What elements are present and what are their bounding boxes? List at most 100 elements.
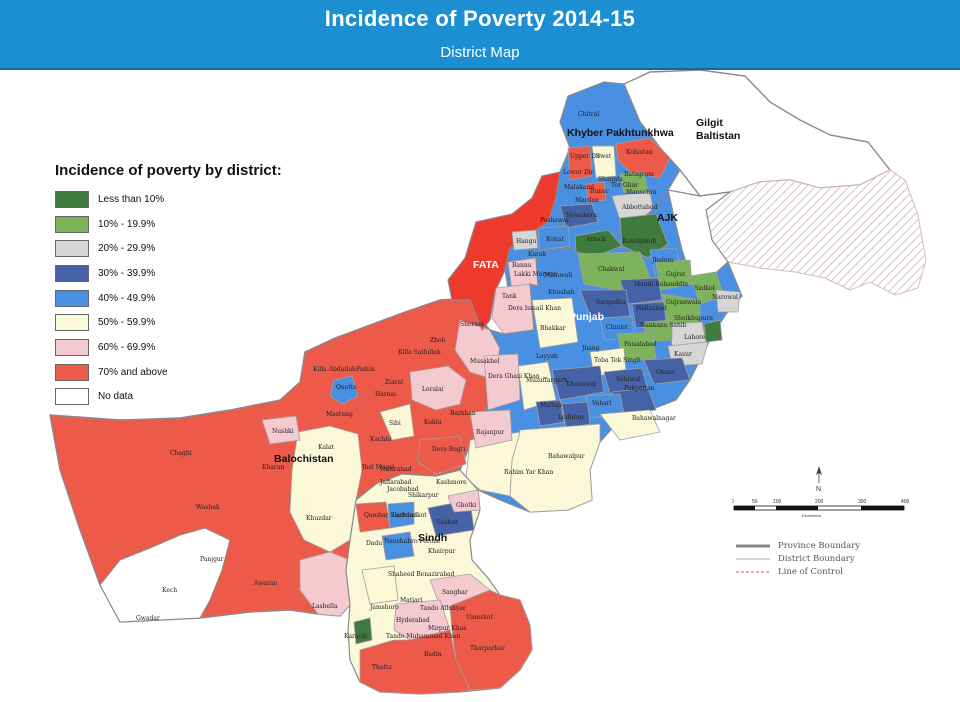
label-sargodha: Sargodha [596,299,626,306]
region-lahore [703,319,723,343]
legend-swatch [55,289,89,307]
region-bhakkar [531,297,579,349]
label-gilgit: Gilgit [696,117,723,129]
key-province-label: Province Boundary [778,540,861,551]
label-karachi: Karachi [344,633,368,640]
label-toba-tek-singh: Toba Tek Singh [594,357,641,364]
north-arrow-icon: N [816,466,822,493]
label-punjab: Punjab [569,311,604,323]
label-chitral: Chitral [578,111,599,118]
label-kohistan: Kohistan [626,149,653,156]
label-chaghi: Chaghi [170,450,192,457]
label-loralai: Loralai [422,386,444,393]
label-lower-dir: Lower Dir [563,169,594,176]
scale-tick-label: 300 [858,499,867,505]
legend-item: 60% - 69.9% [55,335,282,360]
label-killa-abdullah: Killa Abdullah [313,366,356,373]
region-lasbella [299,551,351,617]
boundary-key: Province Boundary District Boundary Line… [736,539,860,578]
label-kech: Kech [162,587,177,594]
legend-label: 50% - 59.9% [98,317,156,329]
label-dera-ghazi-khan: Dera Ghazi Khan [488,373,540,380]
label-narowal: Narowal [712,294,738,301]
label-badin: Badin [424,651,442,658]
label-mastung: Mastung [326,411,353,418]
label-upper-dir: Upper Dir [570,153,601,160]
label-khanewal: Khanewal [566,381,596,388]
label-jhang: Jhang [581,345,600,352]
label-bhakkar: Bhakkar [540,325,566,332]
key-loc-label: Line of Control [778,566,843,577]
label-karak: Karak [528,251,547,258]
label-naushahro-feroze: Naushahro Feroze [384,538,440,545]
legend-swatch [55,388,89,406]
legend-swatch [55,215,89,233]
label-jhelum: Jhelum [651,257,674,264]
label-layyah: Layyah [536,353,558,360]
scale-ticks: 0 50 100 200 300 400 [732,499,910,505]
district-boundary-line-icon [736,558,770,559]
region-okara [643,357,691,385]
legend-label: 10% - 19.9% [98,218,156,230]
legend-swatch [55,264,89,282]
label-malakand: Malakand [564,184,594,191]
label-bahawalnagar: Bahawalnagar [632,415,676,422]
label-swat: Swat [596,153,612,160]
label-hafizabad: Hafizabad [636,305,667,312]
label-khuzdar: Khuzdar [306,515,332,522]
legend-label: 30% - 39.9% [98,267,156,279]
label-shaheed-benazirabad: Shaheed Benazirabad [388,571,455,578]
legend-label: 60% - 69.9% [98,341,156,353]
region-hangu [511,229,539,251]
region-nushki [261,415,301,445]
legend-swatch [55,363,89,381]
label-larkana: Larkana [392,512,418,519]
map-subtitle: District Map [440,44,520,61]
region-upper-dir [567,145,593,181]
key-district-label: District Boundary [778,553,855,564]
label-rawalpindi: Rawalpindi [622,238,656,245]
pakistan-district-map: Khyber Pakhtunkhwa Gilgit Baltistan AJK … [49,70,927,695]
label-gwadar: Gwadar [136,615,160,622]
label-sindh: Sindh [418,532,447,544]
legend-items: Less than 10% 10% - 19.9% 20% - 29.9% 30% -… [55,187,282,409]
label-lasbella: Lasbella [312,603,338,610]
region-sibi [379,403,415,441]
region-jamshoro [361,565,399,605]
label-quetta: Quetta [336,384,357,391]
region-buner [585,181,607,203]
label-dadu: Dadu [366,540,382,547]
label-balochistan: Balochistan [274,453,334,465]
label-hyderabad: Hyderabad [396,617,430,624]
legend-item: 70% and above [55,360,282,385]
label-tando-allahyar: Tando Allahyar [420,605,466,612]
label-khyber-pakhtunkhwa: Khyber Pakhtunkhwa [567,127,674,139]
label-ziarat: Ziarat [385,379,404,386]
label-faisalabad: Faisalabad [624,341,657,348]
label-lakki-marwat: Lakki Marwat [514,271,557,278]
label-rajanpur: Rajanpur [476,429,504,436]
label-sukkur: Sukkur [436,519,458,526]
map-title: Incidence of Poverty 2014-15 [324,6,636,31]
label-matiari: Matiari [400,597,422,604]
region-disputed-hatched [705,169,927,296]
legend-label: No data [98,391,134,403]
label-gujrat: Gujrat [666,271,686,278]
legend-swatch [55,338,89,356]
label-shikarpur: Shikarpur [408,492,439,499]
label-tharparkar: Tharparkar [470,645,505,652]
label-pakpattan: Pakpattan [624,385,655,392]
label-shangla: Shangla [598,176,623,183]
legend-label: 40% - 49.9% [98,292,156,304]
label-okara: Okara [656,369,675,376]
label-killa-saifullah: Killa Saifullah [398,349,441,356]
label-jhal-magsi: Jhal Magsi [361,464,394,471]
label-bahawalpur: Bahawalpur [548,453,585,460]
label-nowshera: Nowshera [566,212,597,219]
label-barkhan: Barkhan [450,410,476,417]
legend-label: 70% and above [98,366,168,378]
label-qambar-shahdadkot: Qambar Shahdadkot [364,512,427,519]
label-awaran: Awaran [253,580,277,587]
label-ajk: AJK [657,212,678,224]
province-boundary-line-icon [736,544,770,547]
